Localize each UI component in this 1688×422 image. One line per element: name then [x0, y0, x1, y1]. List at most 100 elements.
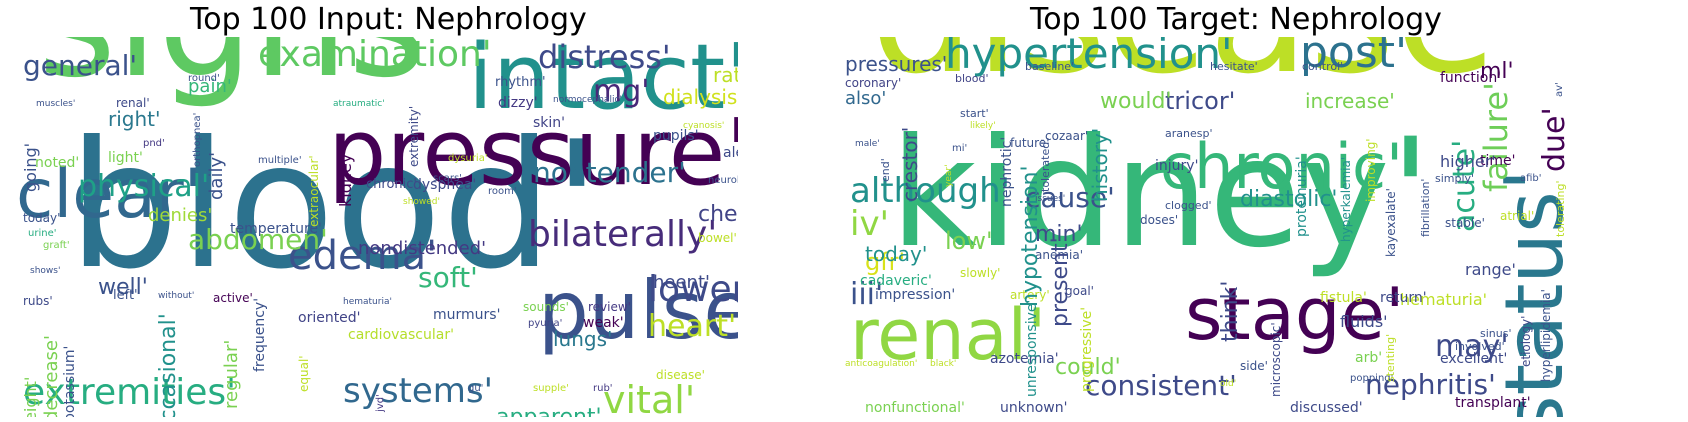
- cloud-word: stable': [1445, 216, 1485, 231]
- cloud-word: could': [1055, 354, 1121, 380]
- cloud-word: chronic': [366, 177, 417, 193]
- cloud-word: pain': [188, 76, 232, 98]
- cloud-word: artery': [1010, 288, 1050, 303]
- cloud-word: cause': [1025, 181, 1115, 215]
- cloud-word: simply': [1435, 171, 1475, 185]
- cloud-word: alert': [723, 144, 738, 161]
- cloud-word: hesitate': [1210, 59, 1258, 73]
- cloud-word: anticoagulation': [845, 358, 918, 369]
- cloud-word: afib': [1520, 172, 1542, 184]
- cloud-word: popping': [1350, 372, 1394, 384]
- cloud-word: round': [188, 72, 220, 84]
- cloud-word: unknown': [1000, 399, 1068, 416]
- input-panel-title: Top 100 Input: Nephrology: [190, 2, 587, 37]
- cloud-word: blood': [68, 104, 602, 308]
- cloud-word: side': [1240, 359, 1268, 374]
- cloud-word: return': [1380, 289, 1427, 306]
- cloud-word: bowel': [698, 231, 737, 246]
- cloud-word: vital': [603, 377, 696, 417]
- cloud-word: active': [213, 291, 253, 306]
- cloud-word: systems': [343, 371, 493, 412]
- cloud-word: transplant': [1455, 394, 1531, 411]
- cloud-word: slowly': [960, 266, 1001, 281]
- cloud-word: abdomen': [188, 223, 328, 257]
- cloud-word: temperature': [230, 220, 322, 237]
- cloud-word: involved': [1455, 339, 1505, 353]
- cloud-word: min': [1035, 221, 1083, 247]
- cloud-word: rhythm': [495, 75, 546, 91]
- cloud-word: skin': [533, 114, 566, 131]
- cloud-word: impression': [875, 286, 956, 303]
- cloud-word: pulse': [538, 264, 738, 358]
- cloud-word: due': [1537, 107, 1570, 172]
- cloud-word: start': [960, 106, 989, 120]
- cloud-word: cyanosis': [683, 120, 725, 131]
- cloud-word: cadaveric': [860, 272, 932, 289]
- cloud-word: dyspnea': [413, 176, 477, 193]
- cloud-word: pupils': [653, 127, 699, 144]
- cloud-word: tolerated': [1039, 138, 1052, 192]
- cloud-word: renal': [850, 293, 1047, 376]
- cloud-word: anemia': [1035, 248, 1084, 263]
- cloud-word: frequency': [252, 297, 268, 372]
- cloud-word: kidney': [336, 149, 355, 207]
- cloud-word: weight': [21, 376, 40, 417]
- cloud-word: likely': [970, 120, 996, 131]
- cloud-word: low': [945, 227, 993, 256]
- cloud-word: review': [588, 300, 631, 315]
- cloud-word: hematuria': [1400, 289, 1488, 309]
- cloud-word: av': [1554, 82, 1565, 97]
- cloud-word: unresponsive': [1024, 299, 1040, 397]
- cloud-word: fibrillation': [1419, 178, 1432, 237]
- cloud-word: regular': [221, 339, 242, 409]
- cloud-word: consistent': [1085, 369, 1237, 403]
- cloud-word: end': [879, 158, 892, 182]
- cloud-word: higher': [1440, 151, 1496, 171]
- cloud-word: chest': [698, 201, 738, 227]
- cloud-word: issues': [1035, 193, 1066, 204]
- cloud-word: room': [488, 185, 517, 197]
- cloud-word: hyperkalemia': [1339, 156, 1353, 242]
- cloud-word: pressure': [328, 98, 738, 206]
- cloud-word: cozaar': [1045, 129, 1089, 144]
- cloud-word: sinus': [1480, 326, 1512, 340]
- input-word-cloud: signs'blood'pressure'intact' pulse' clear'…: [8, 37, 738, 417]
- cloud-word: stage': [1185, 271, 1405, 356]
- cloud-word: nontender': [533, 156, 686, 190]
- cloud-word: examination': [258, 37, 492, 76]
- cloud-word: nephritis': [1365, 368, 1496, 402]
- cloud-word: murmurs': [433, 306, 501, 323]
- cloud-word: excellent': [1440, 350, 1508, 367]
- cloud-word: baseline': [1025, 59, 1075, 73]
- cloud-word: iii': [850, 277, 884, 313]
- cloud-word: kayexalate': [1384, 188, 1398, 257]
- cloud-word: improving': [1364, 138, 1378, 202]
- cloud-word: pnd': [143, 137, 165, 149]
- cloud-word: nondistended': [358, 238, 487, 260]
- cloud-word: black': [930, 358, 957, 369]
- cloud-word: injury': [1155, 157, 1199, 174]
- cloud-word: may': [1435, 329, 1509, 365]
- cloud-word: aranesp': [1165, 126, 1213, 140]
- cloud-word: daily': [206, 151, 227, 200]
- cloud-word: tolerating': [1554, 180, 1567, 237]
- cloud-word: extremities': [23, 372, 237, 414]
- cloud-word: intact': [468, 37, 738, 131]
- cloud-word: microscopic': [1269, 322, 1283, 397]
- cloud-word: control': [1302, 59, 1344, 73]
- cloud-word: extremity': [407, 105, 421, 167]
- cloud-word: distress': [538, 37, 671, 76]
- cloud-word: future': [1010, 136, 1050, 151]
- cloud-word: arb': [1355, 349, 1383, 366]
- cloud-word: disease': [870, 37, 1542, 97]
- cloud-word: discussed': [1290, 399, 1363, 416]
- cloud-word: renal': [116, 96, 150, 111]
- cloud-word: disease': [656, 368, 705, 383]
- cloud-word: without': [158, 290, 195, 301]
- cloud-word: although': [850, 171, 1010, 212]
- target-panel-title: Top 100 Target: Nephrology: [1030, 2, 1442, 37]
- cloud-word: mi': [952, 142, 968, 154]
- cloud-word: hyperlipidemia': [1539, 289, 1553, 382]
- cloud-word: doses': [1140, 213, 1179, 228]
- cloud-word: shows': [30, 265, 61, 276]
